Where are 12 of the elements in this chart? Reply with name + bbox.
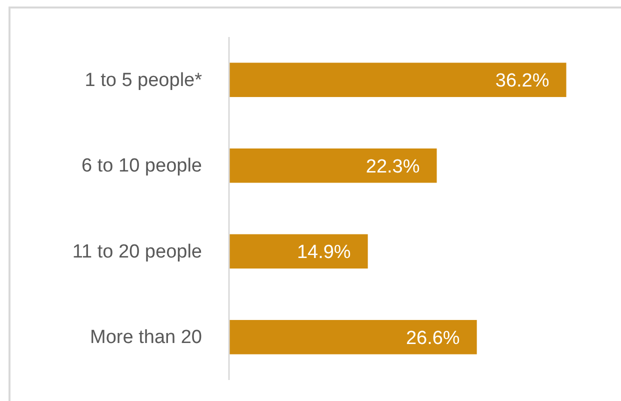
data-label: 22.3% [366, 156, 420, 178]
bar [229, 320, 477, 354]
bar [229, 148, 437, 183]
bar [229, 62, 566, 98]
y-tick-label: 6 to 10 people [82, 156, 202, 177]
y-tick-label: More than 20 [90, 327, 202, 348]
data-label: 36.2% [495, 70, 550, 92]
y-tick-label: 1 to 5 people* [84, 70, 203, 91]
y-tick-label: 11 to 20 people [72, 241, 202, 262]
data-label: 14.9% [296, 242, 351, 264]
bar [229, 234, 368, 269]
data-label: 26.6% [406, 328, 460, 349]
